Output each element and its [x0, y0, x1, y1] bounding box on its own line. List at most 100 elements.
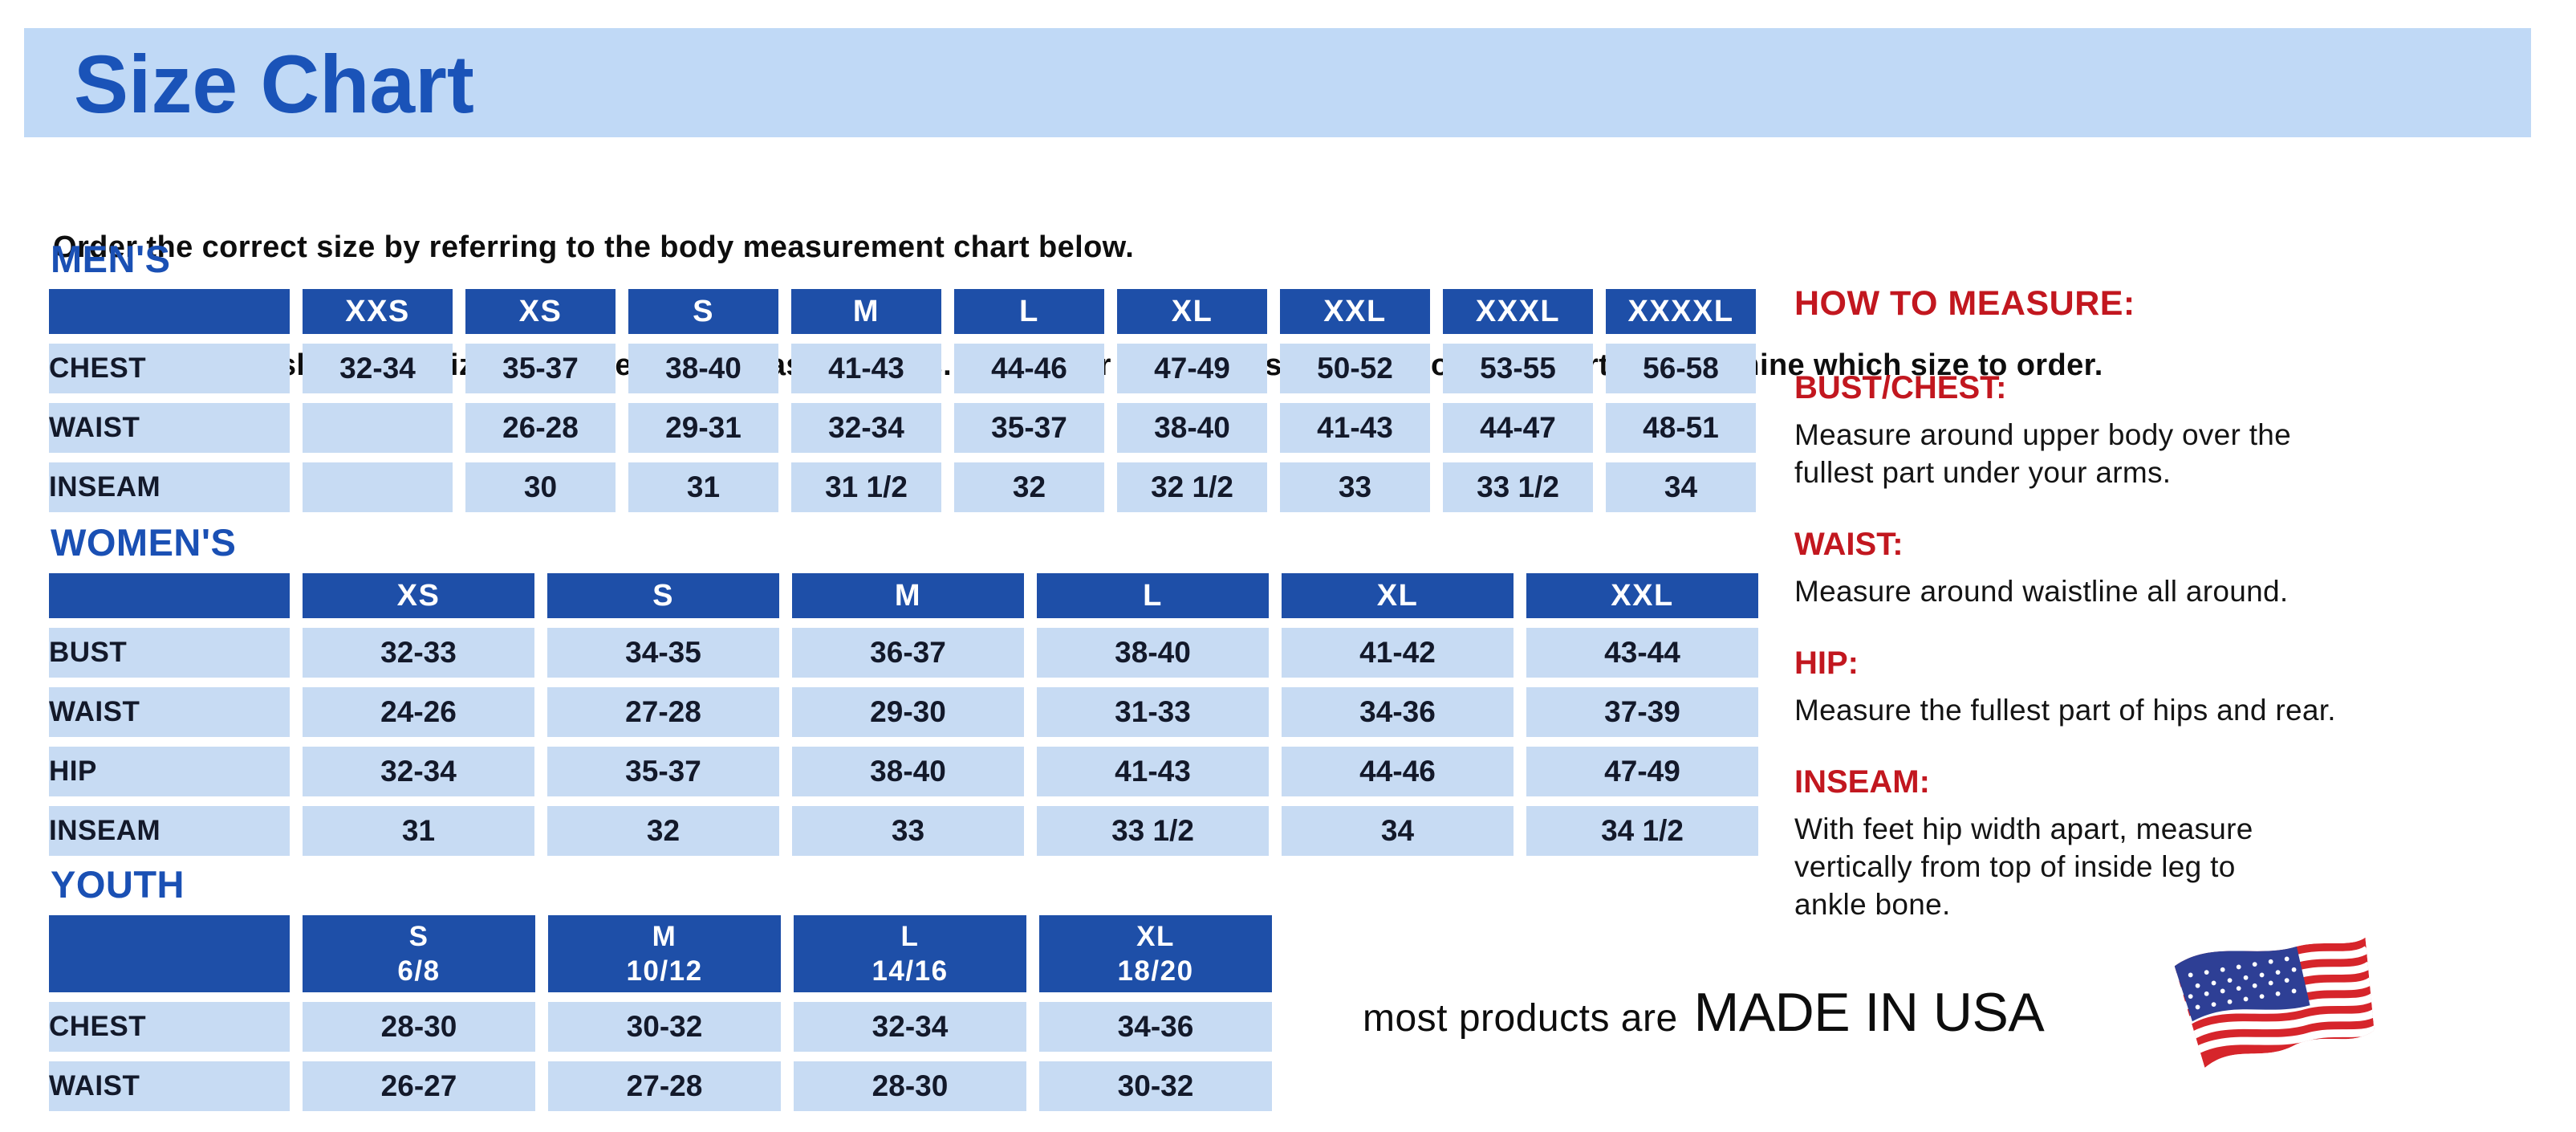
measurement-cell: 44-47 — [1443, 403, 1593, 453]
footer-prefix: most products are — [1363, 997, 1678, 1040]
measurement-cell: 34 1/2 — [1526, 806, 1758, 856]
size-column-header: XXL — [1526, 573, 1758, 618]
how-to-measure-heading: HOW TO MEASURE: — [1794, 284, 2135, 323]
measurement-cell: 38-40 — [628, 344, 778, 393]
measurement-cell: 48-51 — [1606, 403, 1756, 453]
table-row: CHEST 32-34 35-37 38-40 41-43 44-46 47-49 50-52… — [49, 344, 1756, 393]
measurement-cell: 50-52 — [1280, 344, 1430, 393]
measurement-cell: 32-34 — [303, 344, 453, 393]
size-column-header: XL — [1282, 573, 1514, 618]
intro-line-1: Order the correct size by referring to t… — [53, 230, 1135, 264]
measurement-cell: 33 1/2 — [1037, 806, 1269, 856]
size-column-header: XL — [1117, 289, 1267, 334]
measurement-cell: 26-27 — [303, 1061, 535, 1111]
size-column-header: L — [1037, 573, 1269, 618]
measure-item-text: Measure around upper body over the fulle… — [1794, 418, 2292, 489]
measurement-cell: 30-32 — [1039, 1061, 1272, 1111]
size-column-header: S — [547, 573, 779, 618]
measurement-cell: 44-46 — [954, 344, 1104, 393]
measurement-cell: 32 — [547, 806, 779, 856]
size-column-header: M — [792, 573, 1024, 618]
made-in-usa-text: most products are MADE IN USA — [1363, 981, 2045, 1044]
size-column-header: XXS — [303, 289, 453, 334]
header-row: XS S M L XL XXL — [49, 573, 1758, 618]
row-label: BUST — [49, 628, 290, 678]
measurement-cell: 34-35 — [547, 628, 779, 678]
size-column-header: L 14/16 — [794, 915, 1026, 992]
measurement-cell: 32 1/2 — [1117, 462, 1267, 512]
mens-section-heading: MEN'S — [51, 238, 171, 280]
measure-item-label: WAIST: — [1794, 527, 1904, 562]
measurement-cell: 27-28 — [547, 687, 779, 737]
how-to-measure-list: BUST/CHEST: Measure around upper body ove… — [1794, 370, 2560, 923]
measurement-cell: 32-34 — [794, 1002, 1026, 1052]
row-label: CHEST — [49, 344, 290, 393]
size-column-header: S 6/8 — [303, 915, 535, 992]
usa-flag-icon — [2174, 937, 2375, 1068]
size-column-header: XL 18/20 — [1039, 915, 1272, 992]
size-column-header: XXXL — [1443, 289, 1593, 334]
mens-size-table-wrap: XXS XS S M L XL XXL XXXL XXXXL CHEST 32-34 35-37 38-… — [49, 289, 1769, 522]
measurement-cell: 33 1/2 — [1443, 462, 1593, 512]
row-label: WAIST — [49, 687, 290, 737]
size-column-header: XXXXL — [1606, 289, 1756, 334]
measurement-cell — [303, 462, 453, 512]
measurement-cell: 29-30 — [792, 687, 1024, 737]
measurement-cell: 44-46 — [1282, 747, 1514, 796]
measurement-cell: 31-33 — [1037, 687, 1269, 737]
measurement-cell: 37-39 — [1526, 687, 1758, 737]
measurement-cell: 41-43 — [1280, 403, 1430, 453]
measurement-cell: 28-30 — [794, 1061, 1026, 1111]
measurement-cell: 34-36 — [1039, 1002, 1272, 1052]
size-column-header: XS — [465, 289, 616, 334]
measurement-cell: 36-37 — [792, 628, 1024, 678]
title-banner: Size Chart — [24, 28, 2531, 137]
womens-section-heading: WOMEN'S — [51, 521, 237, 564]
measure-item-label: INSEAM: — [1794, 764, 1930, 800]
page-title: Size Chart — [74, 39, 474, 130]
corner-cell — [49, 915, 290, 992]
measurement-cell: 35-37 — [954, 403, 1104, 453]
flag-stars — [2188, 956, 2297, 1010]
table-row: INSEAM 30 31 31 1/2 32 32 1/2 33 33 1/2 34 — [49, 462, 1756, 512]
measurement-cell: 56-58 — [1606, 344, 1756, 393]
measurement-cell: 27-28 — [548, 1061, 781, 1111]
measurement-cell: 34-36 — [1282, 687, 1514, 737]
header-row: S 6/8 M 10/12 L 14/16 XL 18/20 — [49, 915, 1272, 992]
measurement-cell: 24-26 — [303, 687, 534, 737]
measurement-cell: 28-30 — [303, 1002, 535, 1052]
measurement-cell: 31 — [628, 462, 778, 512]
corner-cell — [49, 573, 290, 618]
row-label: CHEST — [49, 1002, 290, 1052]
measurement-cell: 35-37 — [547, 747, 779, 796]
measurement-cell: 38-40 — [1037, 628, 1269, 678]
youth-size-table-wrap: S 6/8 M 10/12 L 14/16 XL 18/20 CHEST 28-30 30-… — [49, 915, 1285, 1121]
measurement-cell: 43-44 — [1526, 628, 1758, 678]
measure-item-label: HIP: — [1794, 645, 1859, 681]
mens-size-table: XXS XS S M L XL XXL XXXL XXXXL CHEST 32-34 35-37 38-… — [36, 279, 1769, 522]
measurement-cell: 32-34 — [303, 747, 534, 796]
measurement-cell: 30 — [465, 462, 616, 512]
size-column-header: S — [628, 289, 778, 334]
measurement-cell: 31 — [303, 806, 534, 856]
size-column-header: M — [791, 289, 941, 334]
row-label: INSEAM — [49, 462, 290, 512]
table-row: CHEST 28-30 30-32 32-34 34-36 — [49, 1002, 1272, 1052]
measurement-cell: 41-43 — [791, 344, 941, 393]
size-column-header: L — [954, 289, 1104, 334]
table-row: WAIST 24-26 27-28 29-30 31-33 34-36 37-39 — [49, 687, 1758, 737]
measure-item-text: With feet hip width apart, measure verti… — [1794, 812, 2253, 921]
measurement-cell: 30-32 — [548, 1002, 781, 1052]
youth-size-table: S 6/8 M 10/12 L 14/16 XL 18/20 CHEST 28-30 30-… — [36, 906, 1285, 1121]
measurement-cell: 35-37 — [465, 344, 616, 393]
corner-cell — [49, 289, 290, 334]
measurement-cell: 31 1/2 — [791, 462, 941, 512]
measure-item-text: Measure around waistline all around. — [1794, 575, 2289, 608]
size-column-header: XXL — [1280, 289, 1430, 334]
measurement-cell: 38-40 — [1117, 403, 1267, 453]
measurement-cell: 47-49 — [1526, 747, 1758, 796]
measurement-cell: 33 — [792, 806, 1024, 856]
measurement-cell: 32-34 — [791, 403, 941, 453]
table-row: WAIST 26-27 27-28 28-30 30-32 — [49, 1061, 1272, 1111]
